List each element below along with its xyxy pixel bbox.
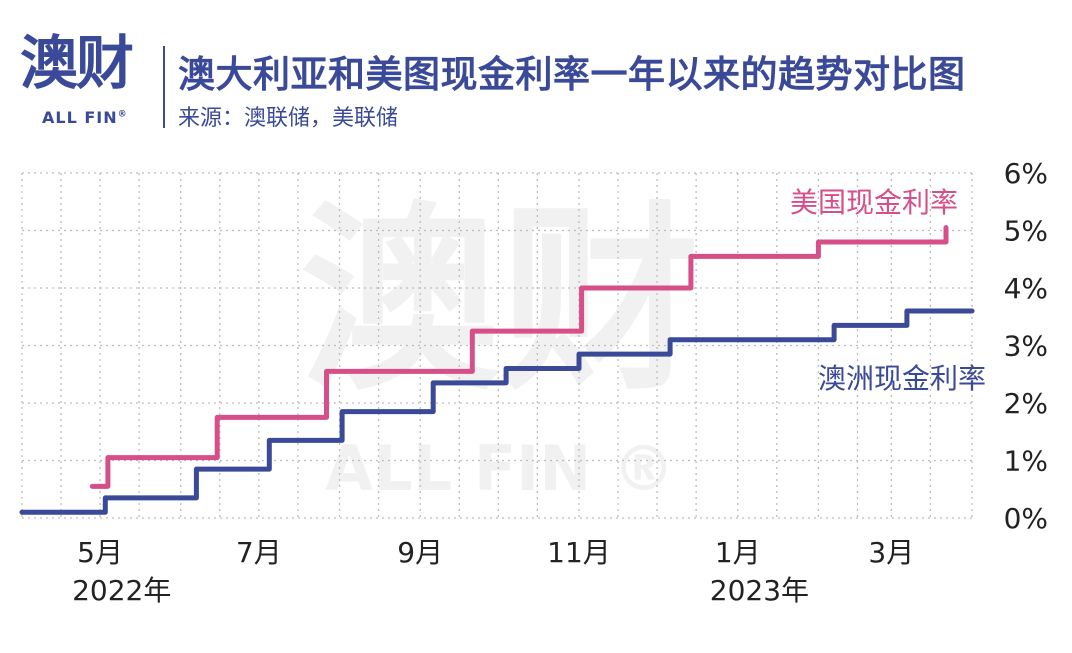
watermark-logo: 澳财 — [300, 185, 700, 418]
y-tick-label: 0% — [1004, 502, 1048, 535]
series-lines — [19, 225, 975, 515]
y-tick-label: 6% — [1004, 157, 1048, 190]
brand-logo-subtitle: ALL FIN® — [42, 108, 128, 127]
x-tick-label: 1月 — [715, 536, 761, 569]
header-divider — [163, 46, 165, 128]
x-tick-label: 9月 — [397, 536, 443, 569]
brand-logo-subtitle-text: ALL FIN — [42, 108, 118, 127]
header: 澳财 ALL FIN® 澳大利亚和美图现金利率一年以来的趋势对比图 来源：澳联储… — [0, 0, 1072, 140]
x-year-label: 2022年 — [72, 574, 171, 607]
y-tick-label: 3% — [1004, 330, 1048, 363]
au-rate-line — [19, 308, 975, 515]
watermark: 澳财 ALL FIN ® — [300, 185, 700, 505]
au-series-label: 澳洲现金利率 — [818, 362, 986, 395]
y-tick-label: 5% — [1004, 215, 1048, 248]
x-tick-label: 11月 — [547, 536, 611, 569]
watermark-subtitle: ALL FIN ® — [325, 432, 674, 505]
x-tick-label: 3月 — [868, 536, 914, 569]
brand-logo: 澳财 — [20, 29, 134, 97]
chart-title: 澳大利亚和美图现金利率一年以来的趋势对比图 — [178, 53, 966, 96]
registered-mark: ® — [117, 109, 128, 120]
y-axis-ticks: 0% 1% 2% 3% 4% 5% 6% — [1004, 157, 1048, 535]
grid — [21, 172, 973, 519]
x-tick-label: 7月 — [236, 536, 282, 569]
y-tick-label: 2% — [1004, 387, 1048, 420]
y-tick-label: 1% — [1004, 445, 1048, 478]
x-axis-ticks: 5月 7月 9月 11月 1月 3月 2022年 2023年 — [72, 536, 914, 607]
us-series-label: 美国现金利率 — [790, 186, 958, 219]
us-rate-line — [89, 225, 949, 489]
x-tick-label: 5月 — [77, 536, 123, 569]
x-year-label: 2023年 — [710, 574, 809, 607]
chart-source: 来源：澳联储，美联储 — [178, 106, 399, 131]
y-tick-label: 4% — [1004, 272, 1048, 305]
